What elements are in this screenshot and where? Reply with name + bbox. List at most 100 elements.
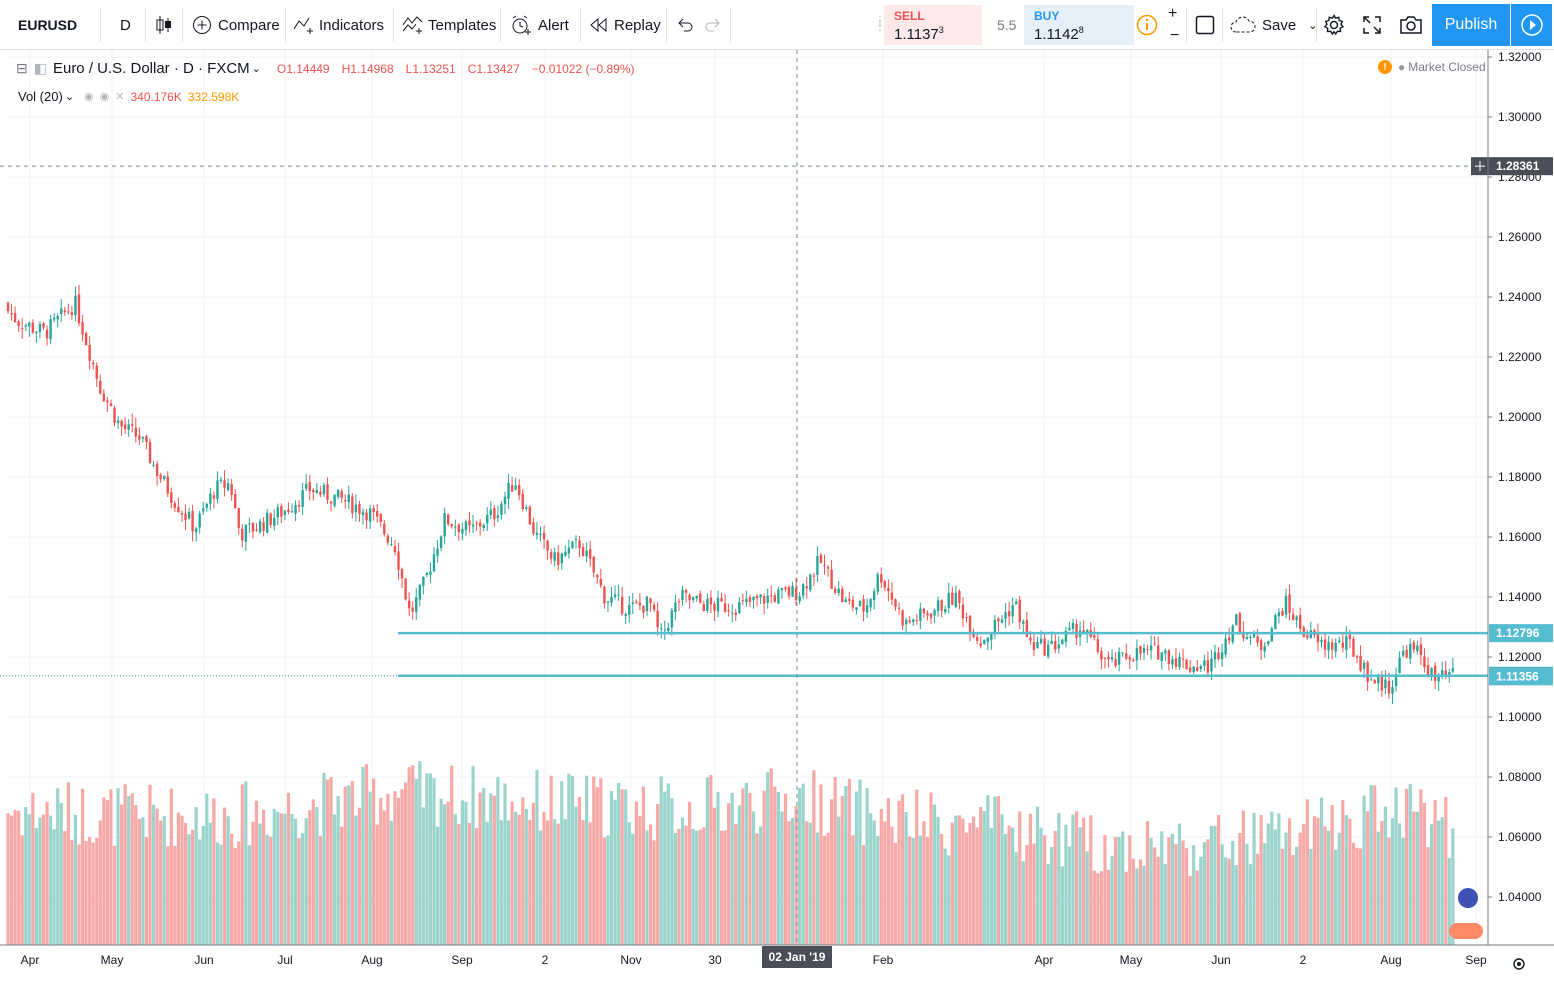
- candle-body: [187, 511, 191, 519]
- zoom-in-button[interactable]: +: [1168, 5, 1178, 22]
- volume-bar: [627, 822, 631, 945]
- settings-icon[interactable]: ◉: [99, 91, 110, 103]
- candle-body: [81, 322, 84, 335]
- volume-bar: [702, 827, 706, 945]
- crosshair-plus-icon[interactable]: [1471, 157, 1489, 176]
- volume-bar: [1447, 857, 1451, 945]
- volume-bar: [1341, 799, 1345, 945]
- templates-icon: [402, 16, 423, 34]
- publish-menu-button[interactable]: [1511, 4, 1552, 46]
- volume-bar: [893, 842, 898, 945]
- info-button[interactable]: [1136, 0, 1158, 50]
- zoom-out-button[interactable]: −: [1170, 27, 1180, 44]
- candle-body: [1114, 659, 1117, 666]
- volume-bar: [631, 833, 635, 945]
- chart-style-button[interactable]: [155, 0, 173, 50]
- volume-bar: [751, 811, 756, 945]
- publish-button[interactable]: Publish: [1432, 4, 1510, 46]
- volume-bar: [194, 807, 198, 945]
- market-status[interactable]: ! ● Market Closed: [1378, 60, 1486, 74]
- snapshot-button[interactable]: [1399, 0, 1423, 50]
- candle-body: [816, 556, 819, 575]
- volume-legend-title[interactable]: Vol (20): [18, 89, 63, 104]
- candle-body: [312, 489, 315, 493]
- redo-button[interactable]: [704, 0, 722, 50]
- candle-body: [1146, 649, 1149, 651]
- candle-body: [603, 586, 606, 604]
- candle-body: [620, 596, 624, 614]
- alert-button[interactable]: Alert: [510, 0, 569, 50]
- status-dot-icon: ●: [1398, 60, 1406, 74]
- volume-bar: [1451, 828, 1455, 945]
- candle-body: [1164, 650, 1167, 654]
- drag-handle-icon[interactable]: ⋮ ⋮: [874, 13, 886, 33]
- volume-bar: [375, 824, 379, 945]
- volume-bar: [634, 801, 638, 945]
- time-axis[interactable]: Apr May Jun Jul Aug Sep 2 Nov 30 Feb Apr May Jun 2 Aug…: [0, 944, 1554, 967]
- buy-button[interactable]: BUY 1.11428: [1024, 5, 1134, 45]
- interval-button[interactable]: D: [120, 16, 131, 34]
- volume-bar: [1181, 840, 1185, 945]
- save-label: Save: [1262, 16, 1297, 34]
- indicators-button[interactable]: Indicators: [293, 0, 384, 50]
- volume-bar: [652, 840, 656, 945]
- eye-icon[interactable]: ◉: [84, 91, 94, 103]
- candle-body: [560, 553, 563, 564]
- volume-bar: [1050, 846, 1054, 945]
- save-button[interactable]: Save ⌄: [1230, 0, 1317, 50]
- volume-bar: [400, 789, 404, 945]
- settings-button[interactable]: [1323, 0, 1345, 50]
- volume-bar: [1114, 836, 1118, 945]
- fullscreen-button[interactable]: [1362, 0, 1382, 50]
- volume-bar: [148, 784, 152, 945]
- chevron-down-icon[interactable]: ⌄: [64, 91, 75, 103]
- compare-button[interactable]: Compare: [192, 0, 280, 50]
- volume-bar: [705, 777, 709, 945]
- layout-button[interactable]: [1195, 0, 1215, 50]
- chevron-down-icon[interactable]: ⌄: [251, 63, 261, 75]
- candle-body: [897, 607, 901, 609]
- axis-settings-gear-icon[interactable]: [1513, 958, 1525, 970]
- legend-high: H1.14968: [341, 61, 394, 76]
- candle-body: [720, 598, 723, 602]
- candle-body: [1032, 642, 1036, 651]
- symbol-search[interactable]: EURUSD: [18, 17, 78, 33]
- candle-body: [631, 602, 634, 605]
- candle-body: [660, 628, 663, 630]
- volume-bar: [1145, 821, 1150, 945]
- volume-bar: [737, 805, 741, 945]
- legend-title[interactable]: Euro / U.S. Dollar · D · FXCM: [52, 60, 250, 77]
- templates-button[interactable]: Templates: [402, 0, 496, 50]
- candle-body: [514, 485, 517, 490]
- volume-bar: [1124, 871, 1128, 945]
- candle-body: [990, 632, 993, 640]
- volume-bar: [45, 801, 49, 945]
- event-eu-flag-icon[interactable]: [1458, 888, 1478, 908]
- sell-button[interactable]: SELL 1.11373: [884, 5, 982, 45]
- volume-bar: [1142, 865, 1146, 945]
- volume-bar: [996, 795, 1001, 945]
- volume-bar: [191, 829, 195, 945]
- candle-body: [922, 608, 926, 614]
- top-toolbar: EURUSD D Compare Indicators Templates Al…: [0, 0, 1554, 50]
- candle-body: [63, 310, 66, 313]
- candle-body: [581, 547, 585, 557]
- candle-body: [1011, 605, 1014, 617]
- volume-bar: [1074, 811, 1079, 945]
- cloud-icon: [1230, 16, 1256, 33]
- collapse-icon[interactable]: ⊟: [16, 60, 28, 76]
- candle-body: [986, 637, 989, 642]
- event-us-flag-icon[interactable]: [1449, 923, 1483, 939]
- templates-label: Templates: [428, 16, 497, 34]
- volume-bar: [1426, 847, 1430, 945]
- price-chart[interactable]: 1.320001.300001.280001.260001.240001.220…: [0, 50, 1554, 984]
- replay-button[interactable]: Replay: [590, 0, 661, 50]
- candle-body: [851, 600, 855, 608]
- candle-body: [1249, 636, 1252, 638]
- candle-body: [1220, 652, 1224, 660]
- undo-button[interactable]: [676, 0, 694, 50]
- price-axis[interactable]: 1.320001.300001.280001.260001.240001.220…: [1487, 50, 1542, 945]
- close-icon[interactable]: ✕: [115, 91, 125, 103]
- candle-body: [1242, 631, 1245, 639]
- flag-icon: ◧: [33, 60, 47, 76]
